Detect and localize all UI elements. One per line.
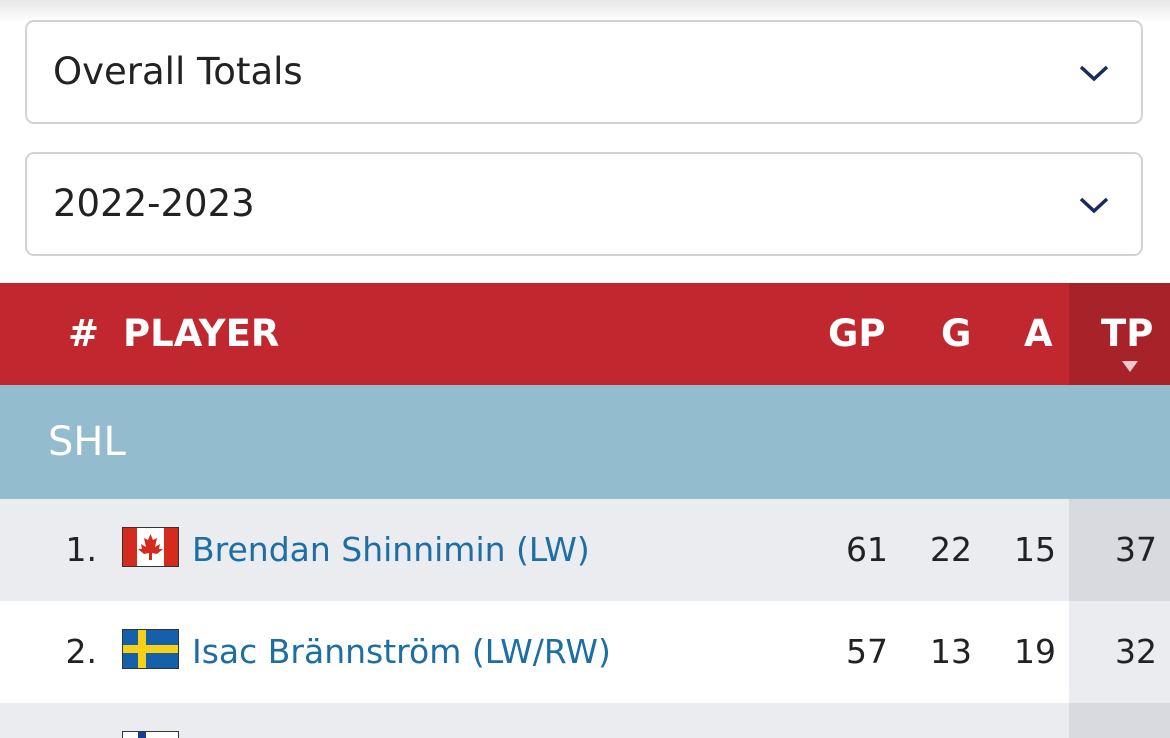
flag-canada bbox=[122, 527, 179, 567]
gp: 57 bbox=[846, 632, 888, 671]
top-shade bbox=[0, 0, 1170, 22]
tp: 32 bbox=[1115, 632, 1157, 671]
header-cell[interactable]: GP bbox=[828, 312, 886, 355]
dropdown[interactable]: 2022-2023 bbox=[25, 152, 1143, 256]
sorted-column bbox=[1069, 499, 1170, 601]
g: 13 bbox=[930, 632, 972, 671]
dropdown-text: Overall Totals bbox=[53, 50, 303, 93]
chevron bbox=[1079, 197, 1109, 214]
sort-arrow bbox=[1122, 361, 1138, 372]
player-row: 2. Isac Brännström (LW/RW) 57 13 19 32 bbox=[0, 601, 1170, 703]
rank: 2. bbox=[65, 632, 98, 671]
player-row: 1. Brendan Shinnimin (LW) 61 22 15 37 bbox=[0, 499, 1170, 601]
player-name[interactable]: Isac Brännström (LW/RW) bbox=[192, 632, 611, 671]
gp: 61 bbox=[846, 530, 888, 569]
header-cell: # bbox=[68, 312, 100, 355]
league-row: SHL bbox=[0, 385, 1170, 499]
flag-sweden bbox=[122, 629, 179, 669]
tp: 37 bbox=[1115, 530, 1157, 569]
a: 15 bbox=[1014, 530, 1056, 569]
table-header: # PLAYER GP G A TP bbox=[0, 283, 1170, 385]
header-cell[interactable]: TP bbox=[1101, 312, 1154, 355]
a: 19 bbox=[1014, 632, 1056, 671]
chevron bbox=[1079, 65, 1109, 82]
g: 22 bbox=[930, 530, 972, 569]
dropdown-text: 2022-2023 bbox=[53, 182, 255, 225]
player-row bbox=[0, 703, 1170, 738]
flag bbox=[122, 731, 179, 738]
sorted-column bbox=[1069, 601, 1170, 703]
header-cell[interactable]: A bbox=[1024, 312, 1053, 355]
sorted-column bbox=[1069, 703, 1170, 738]
dropdown[interactable]: Overall Totals bbox=[25, 20, 1143, 124]
sorted-column bbox=[1069, 283, 1170, 385]
header-cell[interactable]: PLAYER bbox=[123, 312, 280, 355]
player-name[interactable]: Brendan Shinnimin (LW) bbox=[192, 530, 590, 569]
rank: 1. bbox=[65, 530, 98, 569]
header-cell[interactable]: G bbox=[941, 312, 972, 355]
league-name: SHL bbox=[48, 419, 126, 465]
